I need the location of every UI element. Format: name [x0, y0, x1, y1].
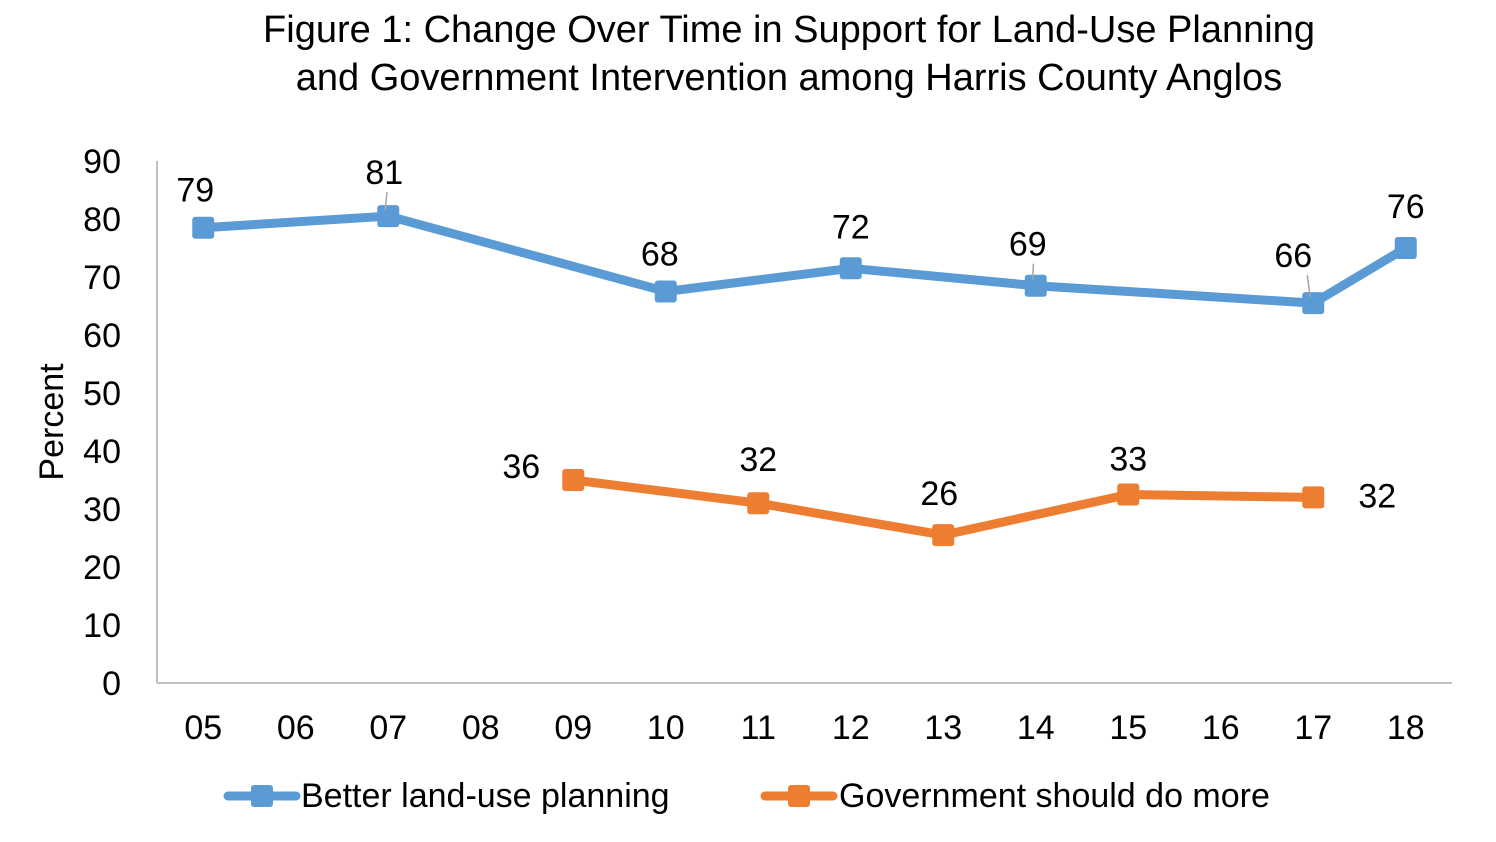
x-tick-label: 15: [1109, 709, 1147, 747]
chart-title-line-1: Figure 1: Change Over Time in Support fo…: [263, 9, 1315, 51]
y-tick-label: 30: [83, 491, 121, 529]
x-tick-label: 09: [554, 709, 592, 747]
x-tick-label: 11: [741, 709, 776, 747]
y-tick-label: 10: [83, 607, 121, 645]
y-tick-label: 50: [83, 375, 121, 413]
x-tick-label: 12: [832, 709, 870, 747]
x-tick-label: 17: [1294, 709, 1332, 747]
data-point-marker: [1394, 237, 1417, 259]
y-tick-label: 80: [83, 201, 121, 239]
tick-labels: 0 10 20 30 40 50 60 70 80 90 05 06 07 08 09 10 11 12 13 14 1…: [83, 143, 1424, 747]
data-label: 26: [920, 475, 958, 513]
data-point-marker: [562, 469, 585, 491]
data-labels: 79 81 68 72 69 66 76 36 32 26 33 32: [176, 154, 1424, 515]
x-tick-label: 16: [1202, 709, 1240, 747]
legend-item-2: Government should do more: [760, 777, 1270, 815]
label-leader-line: [1032, 263, 1035, 280]
y-tick-label: 20: [83, 549, 121, 587]
data-point-marker: [1302, 486, 1325, 509]
data-label: 68: [641, 236, 679, 274]
data-point-marker: [192, 216, 215, 239]
x-tick-label: 14: [1017, 709, 1055, 747]
data-point-marker: [1024, 274, 1047, 297]
data-label: 72: [832, 208, 870, 246]
data-point-marker: [1302, 292, 1325, 315]
data-label: 66: [1274, 237, 1312, 275]
y-tick-label: 90: [83, 143, 121, 181]
data-label: 36: [502, 448, 540, 486]
legend-marker: [251, 785, 273, 807]
y-axis-title: Percent: [33, 363, 71, 481]
x-tick-label: 10: [647, 709, 685, 747]
x-tick-label: 06: [277, 709, 315, 747]
legend-label: Government should do more: [839, 777, 1270, 815]
data-label: 32: [1358, 477, 1396, 515]
label-leader-line: [384, 192, 388, 211]
data-label: 69: [1009, 226, 1047, 264]
y-tick-label: 0: [102, 665, 121, 703]
data-point-marker: [1117, 483, 1140, 506]
x-tick-label: 08: [462, 709, 500, 747]
legend-item-1: Better land-use planning: [223, 777, 670, 815]
legend-label: Better land-use planning: [301, 777, 670, 815]
data-point-marker: [932, 524, 955, 547]
data-label: 76: [1387, 188, 1425, 226]
x-tick-label: 18: [1387, 709, 1425, 747]
data-point-marker: [377, 205, 400, 228]
series-line-1: [198, 211, 1411, 308]
x-tick-label: 07: [369, 709, 407, 747]
y-tick-label: 40: [83, 433, 121, 471]
legend: Better land-use planning Government shoul…: [223, 777, 1270, 815]
y-tick-label: 60: [83, 317, 121, 355]
data-label: 32: [739, 441, 777, 479]
data-label: 33: [1109, 441, 1147, 479]
data-label: 79: [176, 172, 214, 210]
data-label: 81: [365, 154, 403, 192]
chart-title-line-2: and Government Intervention among Harris…: [296, 57, 1282, 99]
legend-marker: [788, 785, 810, 807]
axes-group: [156, 161, 1452, 684]
x-tick-label: 05: [184, 709, 222, 747]
label-leader-line: [1306, 274, 1311, 298]
data-point-marker: [839, 257, 862, 280]
data-point-marker: [654, 280, 677, 303]
data-point-marker: [747, 492, 770, 515]
x-tick-label: 13: [924, 709, 962, 747]
series-layer: [192, 205, 1417, 547]
y-tick-label: 70: [83, 259, 121, 297]
